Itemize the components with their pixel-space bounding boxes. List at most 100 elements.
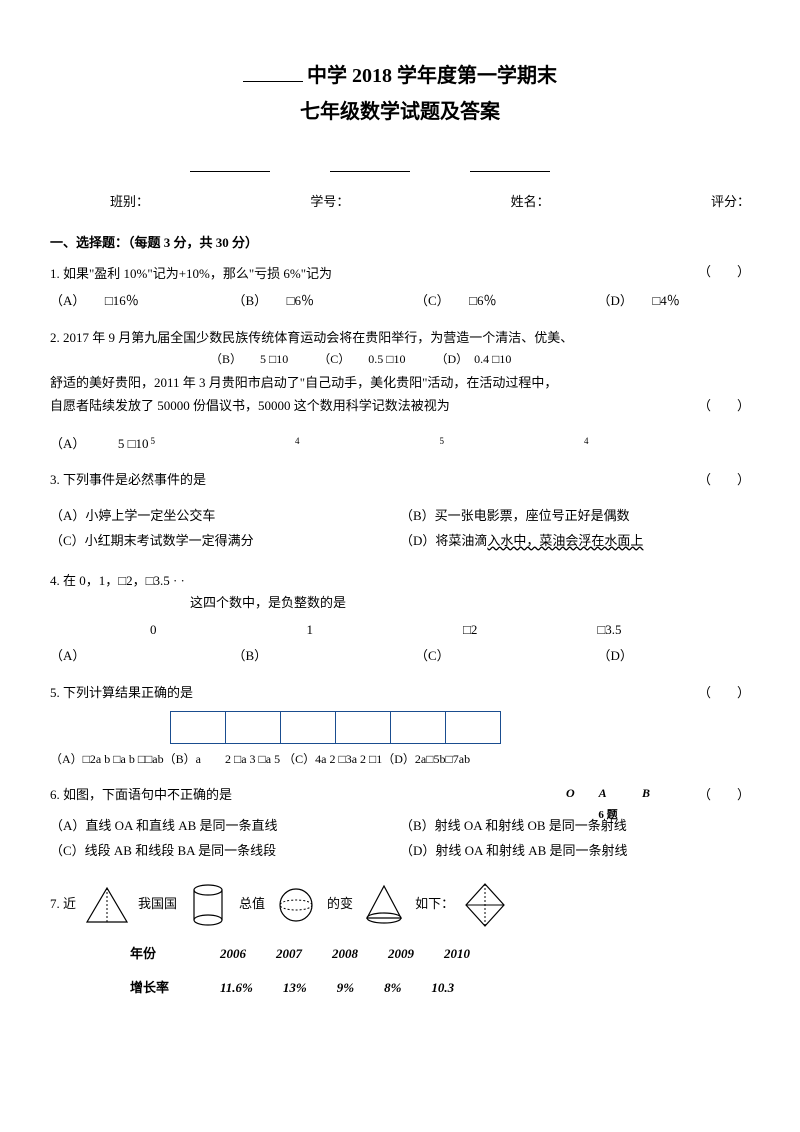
q1-opt-d: （D） □4％ [598, 291, 751, 312]
question-2: 2. 2017 年 9 月第九届全国少数民族传统体育运动会将在贵阳举行，为营造一… [50, 326, 750, 455]
q7-year-label: 年份 [130, 944, 190, 965]
q7-mid1: 我国国 [138, 894, 177, 915]
q2-line3-text: 自愿者陆续发放了 50000 份倡议书，50000 这个数用科学记数法被视为 [50, 398, 450, 413]
q4-val-b: 1 [307, 620, 314, 641]
question-6: 6. 如图，下面语句中不正确的是 O A B 6 题 （ ） （A）直线 OA … [50, 783, 750, 866]
q2-line1: 2. 2017 年 9 月第九届全国少数民族传统体育运动会将在贵阳举行，为营造一… [50, 326, 750, 349]
q2-line3: 自愿者陆续发放了 50000 份倡议书，50000 这个数用科学记数法被视为 （… [50, 394, 750, 417]
class-label: 班别： [110, 192, 149, 213]
question-1: 1. 如果"盈利 10%"记为+10%，那么"亏损 6%"记为 （ ） （A） … [50, 262, 750, 312]
q3-opt-d: （D）将菜油滴入水中，菜油会浮在水面上 [400, 531, 750, 552]
q3-opt-d-wave: 入水中，菜油会浮在水面上 [487, 533, 643, 548]
cone-icon [359, 880, 409, 930]
q2-line2: 舒适的美好贵阳，2011 年 3 月贵阳市启动了"自己动手，美化贵阳"活动，在活… [50, 371, 750, 394]
q7-year-row: 年份 2006 2007 2008 2009 2010 [130, 944, 750, 965]
q4-lbl-b: （B） [233, 646, 386, 667]
q2-sub-4a: 4 [295, 434, 300, 455]
q7-rate-3: 8% [384, 978, 401, 999]
title-line-2: 七年级数学试题及答案 [50, 96, 750, 128]
q3-opt-d-text: （D）将菜油滴 [400, 533, 487, 548]
q4-lbl-c: （C） [415, 646, 568, 667]
q2-opt-a: （A） 5 □10 [50, 434, 149, 455]
q6-opt-a: （A）直线 OA 和直线 AB 是同一条直线 [50, 816, 400, 837]
q6-diagram: O A B 6 题 [566, 783, 650, 826]
q1-options: （A） □16％ （B） □6％ （C） □6％ （D） □4％ [50, 291, 750, 312]
q6-text-row: 6. 如图，下面语句中不正确的是 O A B 6 题 （ ） [50, 783, 750, 806]
q4-lbl-a: （A） [50, 646, 203, 667]
q7-rate-0: 11.6% [220, 978, 253, 999]
score-field: 评分： [711, 192, 750, 213]
q7-year-4: 2010 [444, 944, 470, 965]
q3-options: （A）小婷上学一定坐公交车 （B）买一张电影票，座位号正好是偶数 （C）小红期末… [50, 506, 750, 556]
q2-inline-opts: （B） 5 □10 （C） 0.5 □10 （D） 0.4 □10 [210, 349, 750, 371]
blank-1 [190, 158, 270, 172]
q4-line2-row: 这四个数中，是负整数的是 （ ） [190, 593, 750, 614]
q6-diagram-pts: O A B [566, 783, 650, 805]
q2-sub-4b: 4 [584, 434, 589, 455]
q4-val-a: 0 [150, 620, 157, 641]
q4-text: 4. 在 0，1，□2，□3.5 · · [50, 569, 750, 592]
q7-year-3: 2009 [388, 944, 414, 965]
q7-mid3: 的变 [327, 894, 353, 915]
question-5: 5. 下列计算结果正确的是 （ ） （A）□2a b □a b □□ab（B）a… [50, 681, 750, 769]
q6-opt-d: （D）射线 OA 和射线 AB 是同一条射线 [400, 841, 750, 862]
q1-opt-c: （C） □6％ [415, 291, 568, 312]
title-block: 中学 2018 学年度第一学期末 七年级数学试题及答案 [50, 60, 750, 128]
q7-suffix: 如下： [415, 894, 454, 915]
student-info-row: 班别： 学号： 姓名： 评分： [110, 192, 750, 213]
decorative-blanks [190, 158, 750, 172]
q7-prefix: 7. 近 [50, 894, 76, 915]
q6-paren: （ ） [698, 783, 750, 806]
triangle-icon [82, 880, 132, 930]
title-blank [243, 81, 303, 82]
q5-text-row: 5. 下列计算结果正确的是 （ ） [50, 681, 750, 704]
blank-3 [470, 158, 550, 172]
q7-year-2: 2008 [332, 944, 358, 965]
q6-opt-c: （C）线段 AB 和线段 BA 是同一条线段 [50, 841, 400, 862]
q5-options: （A）□2a b □a b □□ab（B）a 2 □a 3 □a 5 （C）4a… [50, 750, 750, 769]
title-1-text: 中学 2018 学年度第一学期末 [307, 65, 557, 87]
id-label: 学号： [310, 192, 349, 213]
q1-text: 1. 如果"盈利 10%"记为+10%，那么"亏损 6%"记为 [50, 262, 750, 285]
id-field: 学号： [310, 192, 349, 213]
q4-values-row: 0 1 □2 □3.5 [50, 620, 750, 641]
question-3: 3. 下列事件是必然事件的是 （ ） （A）小婷上学一定坐公交车 （B）买一张电… [50, 468, 750, 555]
q7-rate-row: 增长率 11.6% 13% 9% 8% 10.3 [130, 978, 750, 999]
name-field: 姓名： [511, 192, 550, 213]
question-7: 7. 近 我国国 总值 的变 如下： 年份 2006 2007 2008 200… [50, 880, 750, 1000]
q7-rate-label: 增长率 [130, 978, 190, 999]
q3-opt-a: （A）小婷上学一定坐公交车 [50, 506, 400, 527]
q4-lbl-d: （D） [598, 646, 751, 667]
q7-rate-2: 9% [337, 978, 354, 999]
q7-year-1: 2007 [276, 944, 302, 965]
q3-text-row: 3. 下列事件是必然事件的是 （ ） [50, 468, 750, 491]
q2-opt-row: （A） 5 □10 5 4 5 4 [50, 434, 750, 455]
q3-paren: （ ） [698, 468, 750, 491]
blank-2 [330, 158, 410, 172]
q1-opt-a: （A） □16％ [50, 291, 203, 312]
title-line-1: 中学 2018 学年度第一学期末 [50, 60, 750, 92]
q3-text: 3. 下列事件是必然事件的是 [50, 472, 206, 487]
q2-sub-5b: 5 [440, 434, 445, 455]
question-4: 4. 在 0，1，□2，□3.5 · · 这四个数中，是负整数的是 （ ） 0 … [50, 569, 750, 667]
q7-mid2: 总值 [239, 894, 265, 915]
octahedron-icon [460, 880, 510, 930]
q7-text-row: 7. 近 我国国 总值 的变 如下： [50, 880, 750, 930]
q7-rate-1: 13% [283, 978, 307, 999]
q4-labels-row: （A） （B） （C） （D） [50, 646, 750, 667]
name-label: 姓名： [511, 192, 550, 213]
score-label: 评分： [711, 192, 750, 213]
q4-val-c: □2 [463, 620, 477, 641]
q2-sub-5: 5 [151, 434, 156, 455]
q7-rate-4: 10.3 [431, 978, 454, 999]
q4-text2: 这四个数中，是负整数的是 [190, 595, 346, 610]
sphere-icon [271, 880, 321, 930]
q5-text: 5. 下列计算结果正确的是 [50, 685, 193, 700]
q6-diagram-caption: 6 题 [566, 806, 650, 826]
class-field: 班别： [110, 192, 149, 213]
q2-paren: （ ） [698, 394, 750, 417]
q5-table [170, 711, 501, 744]
q7-year-0: 2006 [220, 944, 246, 965]
q1-opt-b: （B） □6％ [233, 291, 386, 312]
q4-val-d: □3.5 [597, 620, 621, 641]
